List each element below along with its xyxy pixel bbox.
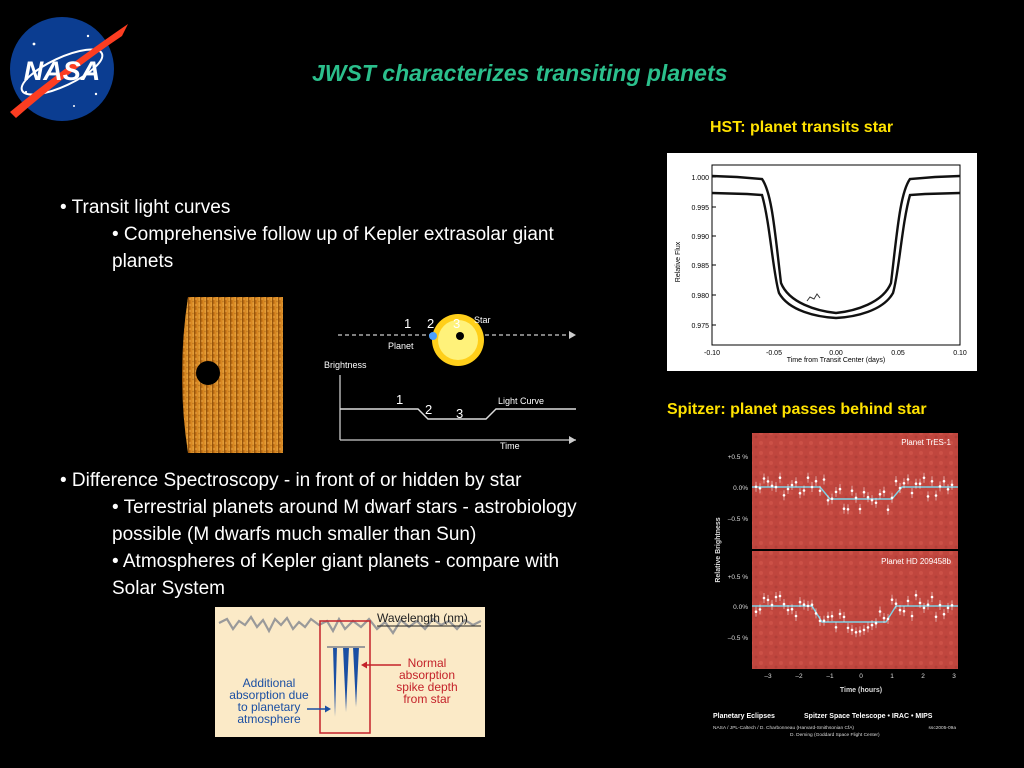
spitzer-footer-credit1: NASA / JPL-Caltech / D. Charbonneau (Har… xyxy=(713,725,854,731)
xtick: 3 xyxy=(952,673,956,680)
left-annotation-line3: to planetary xyxy=(238,700,301,714)
spitzer-footer-id: ssc2005-09a xyxy=(929,725,957,731)
xtick: 2 xyxy=(921,673,925,680)
position-1-label: 1 xyxy=(404,316,411,331)
hst-ytick: 0.985 xyxy=(691,263,709,270)
hst-xtick: -0.05 xyxy=(766,350,782,357)
planet-position-1 xyxy=(429,332,437,340)
xtick: –2 xyxy=(795,673,803,680)
light-curve-label: Light Curve xyxy=(498,396,544,406)
left-annotation-line4: atmosphere xyxy=(237,712,301,726)
spitzer-xlabel: Time (hours) xyxy=(840,687,882,694)
curve-position-2: 2 xyxy=(425,402,432,417)
absorption-spectrum-diagram: Wavelength (nm) Additional absorption du… xyxy=(215,607,485,737)
xtick: 0 xyxy=(859,673,863,680)
panel2-title: Planet HD 209458b xyxy=(881,557,951,566)
bullet-transit-light-curves: • Transit light curves xyxy=(60,197,231,218)
star-label: Star xyxy=(474,315,491,325)
p2-ytick: 0.0% xyxy=(733,604,748,611)
nasa-logo: NASA xyxy=(10,17,128,121)
hst-xlabel: Time from Transit Center (days) xyxy=(787,357,886,364)
curve-position-1: 1 xyxy=(396,392,403,407)
hst-ytick: 0.980 xyxy=(691,293,709,300)
xtick: –1 xyxy=(826,673,834,680)
panel1-title: Planet TrES-1 xyxy=(901,438,951,447)
xtick: –3 xyxy=(764,673,772,680)
right-annotation-line1: Normal xyxy=(408,656,447,670)
xtick: 1 xyxy=(890,673,894,680)
hst-xtick: 0.10 xyxy=(953,350,967,357)
hst-xtick: 0.05 xyxy=(891,350,905,357)
hst-ytick: 0.990 xyxy=(691,234,709,241)
hst-light-curve-plot: Relative Flux Time from Transit Center (… xyxy=(667,153,977,371)
spitzer-caption: Spitzer: planet passes behind star xyxy=(667,401,927,418)
spitzer-data-points xyxy=(754,472,954,638)
bullets-transit: • Transit light curves • Comprehensive f… xyxy=(60,194,660,275)
right-annotation-line3: spike depth xyxy=(396,680,457,694)
spitzer-footer-mission: Spitzer Space Telescope • IRAC • MIPS xyxy=(804,713,933,720)
left-annotation-line2: absorption due xyxy=(229,688,309,702)
transit-diagram: 1 2 3 Star Planet Brightness 1 2 3 Light… xyxy=(324,314,576,451)
star-icon xyxy=(432,314,484,366)
hst-caption: HST: planet transits star xyxy=(710,119,894,136)
p1-ytick: –0.5 % xyxy=(728,516,748,523)
spitzer-footer-title: Planetary Eclipses xyxy=(713,713,775,720)
bullet-kepler-followup: • Comprehensive follow up of Kepler extr… xyxy=(112,224,554,245)
position-2-label: 2 xyxy=(427,316,434,331)
hst-ytick: 0.975 xyxy=(691,323,709,330)
spitzer-ylabel: Relative Brightness xyxy=(715,517,722,582)
right-annotation-line2: absorption xyxy=(399,668,455,682)
planet-label: Planet xyxy=(388,341,414,351)
bullet-terrestrial-planets-cont: possible (M dwarfs much smaller than Sun… xyxy=(112,524,477,545)
transiting-planet-disk xyxy=(196,361,220,385)
hst-ylabel: Relative Flux xyxy=(675,241,682,282)
left-annotation-line1: Additional xyxy=(243,676,296,690)
hst-xtick: -0.10 xyxy=(704,350,720,357)
bullet-difference-spectroscopy: • Difference Spectroscopy - in front of … xyxy=(60,470,522,491)
curve-position-3: 3 xyxy=(456,406,463,421)
bullet-kepler-followup-cont: planets xyxy=(112,251,174,272)
nasa-logo-text: NASA xyxy=(24,56,101,86)
bullet-terrestrial-planets: • Terrestrial planets around M dwarf sta… xyxy=(112,497,577,518)
spitzer-footer-credit2: D. Deming (Goddard Space Flight Center) xyxy=(790,732,880,738)
bullets-spectroscopy: • Difference Spectroscopy - in front of … xyxy=(60,467,700,602)
p1-ytick: +0.5 % xyxy=(728,454,749,461)
bullet-kepler-atmospheres: • Atmospheres of Kepler giant planets - … xyxy=(112,551,560,572)
p2-ytick: –0.5 % xyxy=(728,635,748,642)
spitzer-eclipse-plot: Planet TrES-1 Planet HD 209458b +0.5 % 0… xyxy=(708,430,968,742)
position-3-label: 3 xyxy=(453,316,460,331)
planet-position-3 xyxy=(456,332,464,340)
hst-ytick: 1.000 xyxy=(691,175,709,182)
sun-transit-image xyxy=(128,297,283,453)
brightness-label: Brightness xyxy=(324,360,367,370)
hst-ytick: 0.995 xyxy=(691,205,709,212)
right-annotation-line4: from star xyxy=(403,692,450,706)
time-label: Time xyxy=(500,441,520,451)
hst-xtick: 0.00 xyxy=(829,350,843,357)
p2-ytick: +0.5 % xyxy=(728,574,749,581)
p1-ytick: 0.0% xyxy=(733,485,748,492)
bullet-kepler-atmospheres-cont: Solar System xyxy=(112,578,225,599)
slide-title: JWST characterizes transiting planets xyxy=(312,60,728,86)
wavelength-label: Wavelength (nm) xyxy=(377,611,468,625)
